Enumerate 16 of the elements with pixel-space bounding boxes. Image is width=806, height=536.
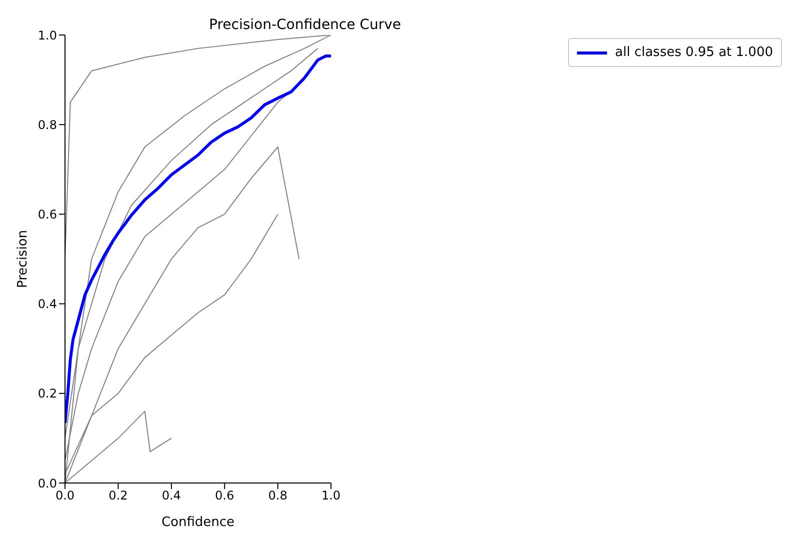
x-tick-label: 0.0 bbox=[55, 488, 75, 503]
x-tick-label: 0.8 bbox=[268, 488, 288, 503]
y-tick-label: 0.4 bbox=[38, 297, 57, 312]
x-tick-label: 0.4 bbox=[162, 488, 181, 503]
legend-label: all classes 0.95 at 1.000 bbox=[615, 45, 773, 60]
x-tick-label: 0.6 bbox=[215, 488, 234, 503]
y-axis-title: Precision bbox=[16, 230, 31, 288]
x-tick-label: 0.2 bbox=[108, 488, 128, 503]
y-tick-label: 0.2 bbox=[38, 386, 57, 401]
y-tick-label: 0.6 bbox=[38, 207, 57, 222]
y-tick-label: 0.0 bbox=[38, 476, 57, 490]
x-axis-title: Confidence bbox=[161, 515, 235, 530]
y-tick-label: 0.8 bbox=[38, 118, 57, 132]
chart-title: Precision-Confidence Curve bbox=[209, 17, 401, 33]
y-tick-label: 1.0 bbox=[38, 28, 57, 42]
x-tick-label: 1.0 bbox=[321, 488, 341, 503]
